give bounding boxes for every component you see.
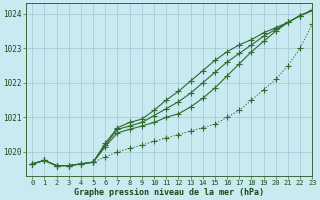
X-axis label: Graphe pression niveau de la mer (hPa): Graphe pression niveau de la mer (hPa)	[74, 188, 264, 197]
